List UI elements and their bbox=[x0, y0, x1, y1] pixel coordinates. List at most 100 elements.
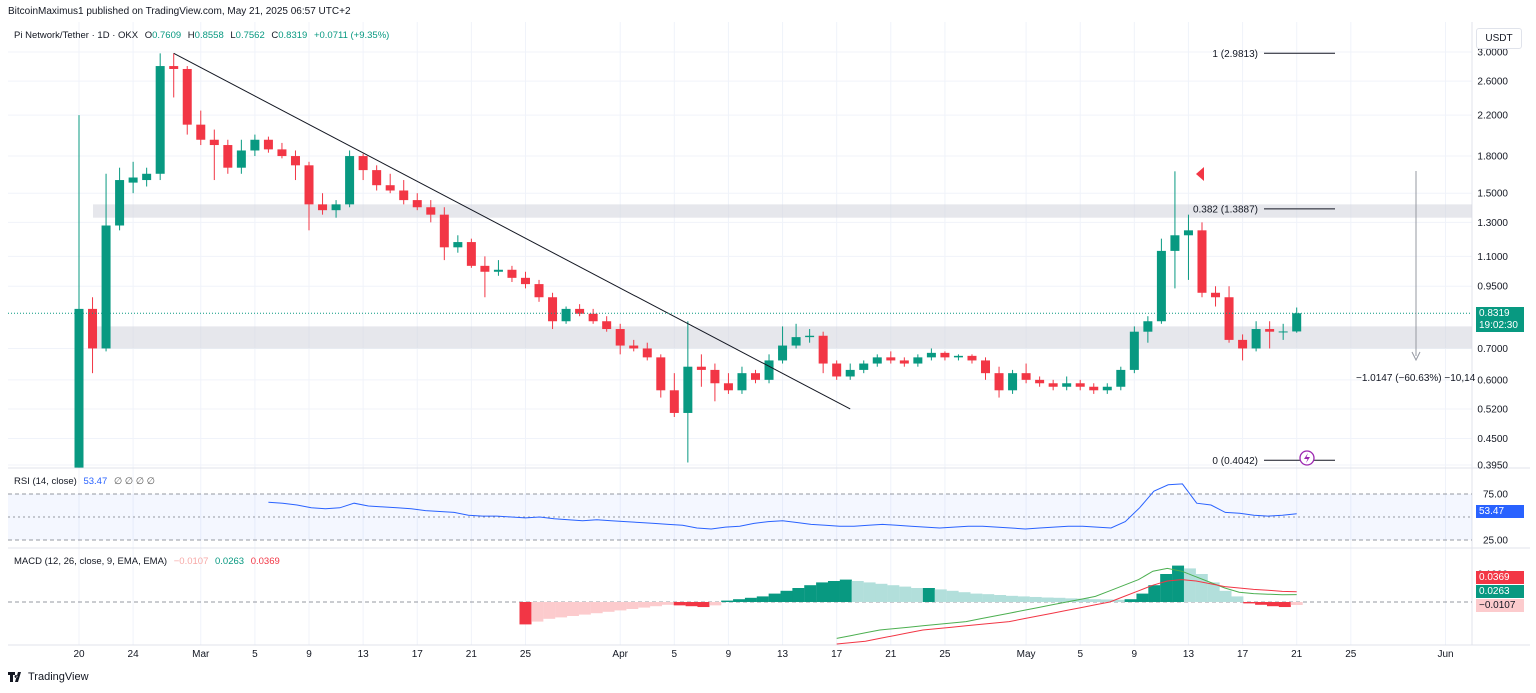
candle-up bbox=[683, 366, 693, 413]
candle-up bbox=[1143, 321, 1153, 332]
candle-up bbox=[74, 308, 84, 468]
candle-down bbox=[656, 357, 666, 391]
macd-hist-bar bbox=[1029, 596, 1042, 602]
macd-hist-bar bbox=[721, 600, 734, 602]
macd-hist-bar bbox=[768, 593, 781, 602]
candle-down bbox=[751, 373, 760, 380]
macd-hist-bar bbox=[792, 588, 805, 602]
macd-hist-bar bbox=[1207, 582, 1220, 602]
macd-line-tag: 0.0263 bbox=[1476, 585, 1524, 598]
candle-up bbox=[155, 66, 165, 174]
rsi-pane: 75.00 25.00 bbox=[8, 483, 1508, 547]
candle-up bbox=[791, 337, 801, 346]
macd-hist-bar bbox=[1255, 602, 1268, 605]
high-value: 0.8558 bbox=[194, 30, 224, 41]
price-tick-label: 1.1000 bbox=[1477, 252, 1508, 263]
candle-down bbox=[1075, 383, 1085, 387]
macd-hist-bar bbox=[1160, 574, 1173, 602]
rsi-value-tag: 53.47 bbox=[1476, 505, 1524, 518]
candle-up bbox=[142, 173, 152, 181]
fib-level-1-label: 1 (2.9813) bbox=[1212, 49, 1258, 60]
candle-down bbox=[1089, 386, 1099, 391]
macd-label[interactable]: MACD (12, 26, close, 9, EMA, EMA) bbox=[14, 556, 168, 567]
macd-hist-bar bbox=[697, 602, 710, 608]
candle-down bbox=[507, 269, 517, 278]
macd-hist-bar bbox=[958, 592, 971, 602]
candle-up bbox=[101, 225, 111, 349]
time-tick-label: 9 bbox=[1132, 649, 1138, 660]
macd-hist-bar bbox=[531, 602, 544, 622]
candle-down bbox=[534, 284, 544, 298]
macd-hist-bar bbox=[804, 585, 817, 602]
macd-hist-bar bbox=[875, 583, 888, 602]
price-tick-label: 0.5200 bbox=[1477, 404, 1508, 415]
candle-down bbox=[710, 369, 720, 384]
close-label: C bbox=[271, 30, 279, 41]
candle-down bbox=[88, 308, 98, 349]
macd-hist-bar bbox=[1136, 593, 1149, 602]
macd-line bbox=[836, 567, 1297, 639]
footer-brand[interactable]: TradingView bbox=[8, 671, 89, 683]
macd-hist-bar bbox=[851, 581, 864, 602]
rsi-extras: ∅ ∅ ∅ ∅ bbox=[113, 476, 155, 487]
candle-down bbox=[358, 156, 368, 171]
price-tick-label: 0.7000 bbox=[1477, 344, 1508, 355]
time-tick-label: May bbox=[1017, 649, 1036, 660]
macd-hist-bar bbox=[1266, 602, 1279, 607]
macd-hist-bar bbox=[839, 579, 852, 602]
candle-up bbox=[737, 373, 747, 391]
candle-down bbox=[1265, 329, 1275, 332]
time-tick-label: 20 bbox=[73, 649, 85, 660]
candle-down bbox=[480, 265, 490, 272]
macd-hist-bar bbox=[780, 590, 793, 602]
candles bbox=[74, 53, 1302, 468]
macd-hist-bar bbox=[1290, 602, 1303, 605]
high-label: H bbox=[187, 30, 195, 41]
price-tick-label: 1.8000 bbox=[1477, 152, 1508, 163]
macd-hist-bar bbox=[982, 594, 995, 602]
currency-button[interactable]: USDT bbox=[1476, 28, 1522, 49]
candle-up bbox=[1062, 383, 1072, 387]
candle-down bbox=[304, 165, 314, 205]
time-tick-label: 25 bbox=[520, 649, 532, 660]
fib-level-0382-label: 0.382 (1.3887) bbox=[1193, 204, 1258, 215]
candle-down bbox=[940, 352, 950, 358]
candle-down bbox=[1048, 383, 1058, 387]
candle-down bbox=[1211, 292, 1221, 298]
price-tick-label: 0.9500 bbox=[1477, 282, 1508, 293]
candle-down bbox=[818, 335, 828, 364]
sell-marker-icon bbox=[1196, 167, 1204, 181]
macd-hist-bar bbox=[1088, 599, 1101, 602]
projection-arrow-head bbox=[1411, 351, 1421, 362]
macd-hist-bar bbox=[661, 602, 674, 605]
candle-up bbox=[493, 269, 503, 272]
last-price-tag: 0.8319 bbox=[1476, 307, 1524, 320]
candle-up bbox=[1251, 329, 1261, 349]
price-axis[interactable]: 3.0000 2.6000 2.2000 1.8000 1.5000 1.3000 1.10… bbox=[1477, 48, 1508, 472]
time-tick-label: Mar bbox=[192, 649, 210, 660]
symbol-legend: Pi Network/Tether · 1D · OKX O0.7609 H0.… bbox=[14, 30, 393, 41]
candle-down bbox=[886, 357, 896, 361]
macd-hist-bar bbox=[922, 588, 935, 602]
macd-hist-bar bbox=[1219, 590, 1232, 602]
candle-down bbox=[967, 355, 977, 361]
symbol-name[interactable]: Pi Network/Tether · 1D · OKX bbox=[14, 30, 139, 41]
candle-down bbox=[1197, 230, 1207, 293]
candle-down bbox=[994, 373, 1004, 391]
time-tick-label: 17 bbox=[412, 649, 424, 660]
time-tick-label: Apr bbox=[612, 649, 628, 660]
time-axis[interactable]: 20 24 Mar 5 9 13 17 21 25 Apr 5 9 13 17 21 25 May 5 9 13 17 2… bbox=[73, 649, 1453, 660]
macd-hist-bar bbox=[733, 599, 746, 602]
rsi-label[interactable]: RSI (14, close) bbox=[14, 476, 77, 487]
macd-signal-tag: 0.0369 bbox=[1476, 571, 1524, 584]
candle-down bbox=[1238, 339, 1248, 349]
time-tick-label: 21 bbox=[1291, 649, 1303, 660]
rsi-legend: RSI (14, close) 53.47 ∅ ∅ ∅ ∅ bbox=[14, 476, 159, 487]
candle-down bbox=[426, 207, 436, 215]
low-value: 0.7562 bbox=[235, 30, 265, 41]
macd-hist-bar bbox=[709, 602, 722, 606]
price-tick-label: 2.2000 bbox=[1477, 111, 1508, 122]
macd-hist-bar bbox=[1053, 597, 1066, 602]
